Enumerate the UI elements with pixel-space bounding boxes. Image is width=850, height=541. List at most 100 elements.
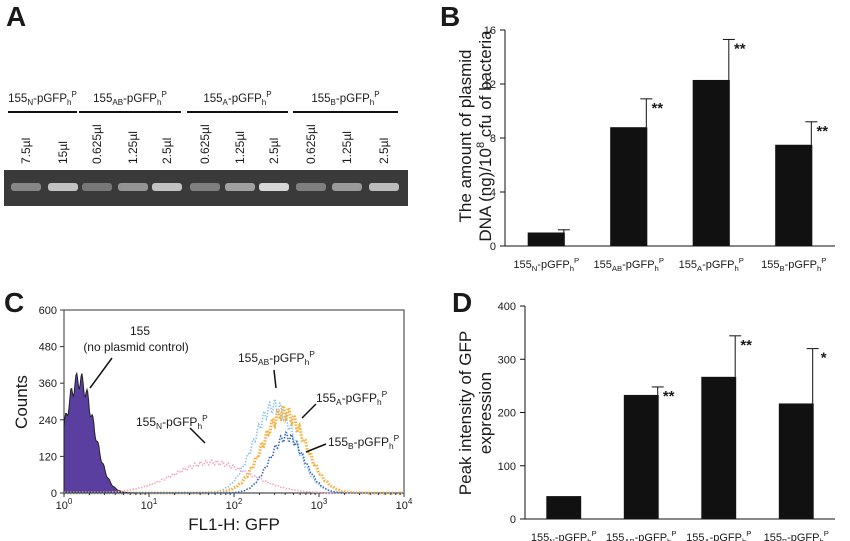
chart-d-significance: * [821, 350, 827, 367]
chart-c-ylabel: Counts [12, 375, 31, 429]
chart-c-y-tick-label: 0 [51, 488, 57, 500]
gel-lane-label: 1.25µl [126, 131, 140, 164]
gel-band [225, 183, 255, 191]
panel-letter-d: D [452, 287, 472, 318]
gel-panel: 155N-pGFPhP 155AB-pGFPhP 155A-pGFPhP 155B-p… [4, 90, 408, 206]
chart-c-annotation-control-id: 155 [130, 324, 150, 338]
chart-c-x-tick-label: 104 [396, 497, 413, 512]
chart-d: Peak intensity of GFP expression 0 100 200… [456, 301, 835, 541]
chart-c-pointer [273, 369, 277, 389]
chart-b-y-tick-label: 0 [490, 241, 496, 253]
chart-b-y-tick-label: 4 [490, 187, 496, 199]
chart-d-bar [701, 376, 737, 519]
chart-c-xlabel: FL1-H: GFP [188, 515, 280, 534]
chart-b-bar [775, 144, 813, 246]
chart-c-pointer [301, 403, 317, 419]
chart-c-histograms [63, 371, 404, 495]
chart-b-category-label: 155B-pGFPhP [761, 256, 826, 273]
chart-c-x-tick-label: 101 [141, 497, 158, 512]
chart-b-significance: ** [734, 40, 746, 57]
gel-lane-label: 2.5µl [377, 138, 391, 164]
chart-b-significance: ** [651, 100, 663, 117]
chart-c-annotations: 155 (no plasmid control) 155N-pGFPhP 155AB-… [83, 324, 400, 453]
gel-band [369, 183, 399, 191]
chart-d-category-label: 155A-pGFPhP [686, 529, 751, 541]
chart-d-y-tick-label: 0 [510, 514, 516, 526]
chart-d-ylabel-line2: expression [476, 372, 495, 454]
chart-b-y-tick-label: 16 [484, 25, 496, 37]
gel-lane-label: 2.5µl [267, 138, 281, 164]
gel-lane-label: 0.625µl [198, 124, 212, 164]
chart-c-y-tick-label: 480 [39, 342, 57, 354]
chart-c-annotation-155ab: 155AB-pGFPhP [238, 349, 315, 367]
chart-c-histogram [64, 400, 404, 495]
chart-b-bar [610, 127, 648, 246]
chart-b-significance: ** [816, 123, 828, 140]
chart-c-axes: 0 120 240 360 480 600 100 101 102 103 104 [39, 305, 413, 512]
gel-lane-label: 15µl [56, 141, 70, 164]
gel-group-label: 155B-pGFPhP [311, 90, 379, 107]
chart-b-category-label: 155N-pGFPhP [513, 256, 579, 273]
panel-letter-b: B [440, 1, 460, 32]
gel-lane-label: 2.5µl [160, 138, 174, 164]
gel-band [259, 183, 289, 191]
chart-b-bar [692, 79, 730, 246]
gel-band [190, 183, 220, 191]
panel-letter-a: A [6, 1, 26, 32]
gel-band [118, 183, 148, 191]
gel-band [82, 183, 112, 191]
gel-band [152, 183, 182, 191]
gel-group-label: 155A-pGFPhP [203, 90, 271, 107]
gel-lane-label: 1.25µl [340, 131, 354, 164]
chart-d-y-tick-label: 300 [498, 354, 516, 366]
gel-group-labels: 155N-pGFPhP 155AB-pGFPhP 155A-pGFPhP 155B-p… [8, 90, 398, 113]
chart-b-ylabel-line2: DNA (ng)/108 cfu of bacteria [475, 30, 495, 242]
chart-c-pointer [189, 427, 206, 444]
gel-lane-label: 7.5µl [19, 138, 33, 164]
chart-d-bar [778, 403, 814, 519]
gel-lane-labels: 7.5µl 15µl 0.625µl 1.25µl 2.5µl 0.625µl 1.25µl… [19, 124, 391, 164]
chart-b-category-label: 155AB-pGFPhP [594, 256, 664, 273]
gel-lane-label: 0.625µl [304, 124, 318, 164]
chart-b-category-label: 155A-pGFPhP [679, 256, 744, 273]
chart-c-pointer [305, 443, 327, 453]
chart-c-annotation-155n: 155N-pGFPhP [136, 413, 208, 431]
chart-c-annotation-control-desc: (no plasmid control) [83, 340, 188, 354]
chart-c-plot-area [63, 309, 405, 494]
chart-d-ylabel-line1: Peak intensity of GFP [456, 331, 475, 495]
chart-b-ylabel-line1: The amount of plasmid [456, 50, 475, 223]
gel-band [11, 183, 41, 191]
chart-c-y-tick-label: 240 [39, 415, 57, 427]
chart-c-annotation-155b: 155B-pGFPhP [328, 433, 400, 451]
chart-c-x-tick-label: 102 [226, 497, 243, 512]
panel-letter-c: C [4, 287, 24, 318]
gel-band [296, 183, 326, 191]
gel-lane-label: 1.25µl [233, 131, 247, 164]
gel-band [332, 183, 362, 191]
chart-d-y-tick-label: 400 [498, 301, 516, 313]
gel-group-label: 155N-pGFPhP [8, 90, 77, 107]
chart-d-category-label: 155B-pGFPhP [764, 529, 829, 541]
chart-c: 0 120 240 360 480 600 100 101 102 103 104 Counts F… [12, 305, 413, 534]
chart-b: The amount of plasmid DNA (ng)/108 cfu o… [456, 25, 835, 273]
chart-d-bar [546, 496, 582, 519]
chart-b-y-tick-label: 8 [490, 133, 496, 145]
chart-d-y-tick-label: 200 [498, 408, 516, 420]
chart-d-category-label: 155N-pGFPhP [531, 529, 597, 541]
chart-d-category-label: 155AB-pGFPhP [606, 529, 676, 541]
gel-bands [11, 183, 399, 191]
chart-c-x-tick-label: 100 [56, 497, 73, 512]
chart-c-y-tick-label: 120 [39, 451, 57, 463]
gel-band [48, 183, 78, 191]
gel-lane-label: 0.625µl [90, 124, 104, 164]
chart-c-annotation-155a: 155A-pGFPhP [316, 389, 388, 407]
chart-d-bar [623, 394, 659, 519]
chart-c-y-tick-label: 360 [39, 378, 57, 390]
chart-c-x-tick-label: 103 [311, 497, 328, 512]
chart-c-y-tick-label: 600 [39, 305, 57, 317]
chart-b-bar [527, 232, 565, 246]
chart-d-significance: ** [740, 337, 752, 354]
gel-group-label: 155AB-pGFPhP [93, 90, 167, 107]
chart-c-pointer [89, 357, 113, 389]
